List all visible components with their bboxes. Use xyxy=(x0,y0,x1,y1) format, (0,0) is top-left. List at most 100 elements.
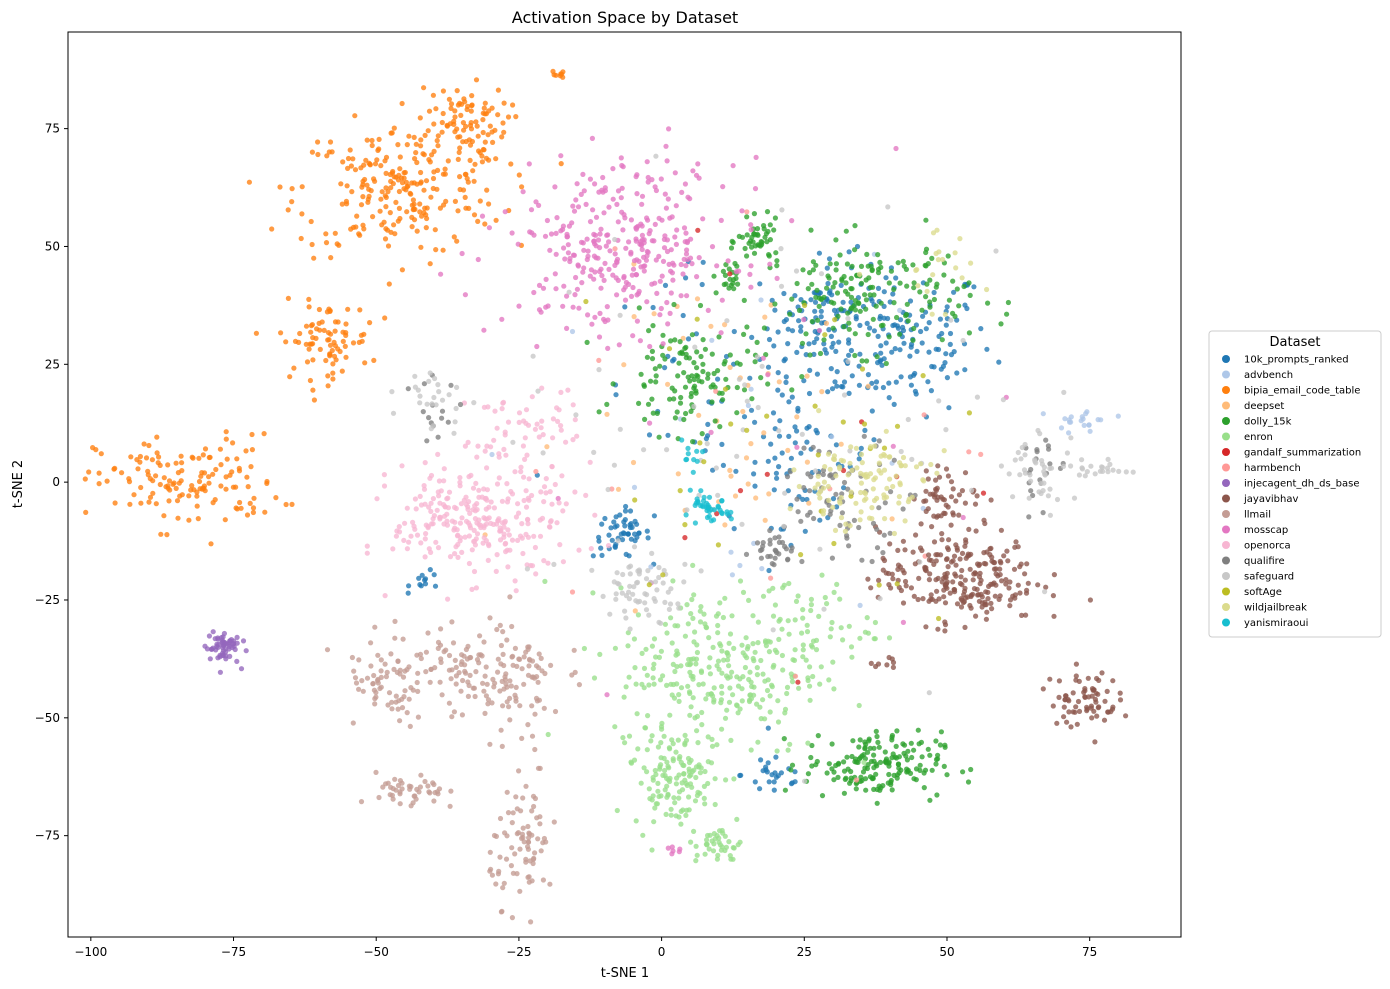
data-point xyxy=(646,432,653,438)
data-point xyxy=(498,642,504,649)
data-point xyxy=(397,791,403,797)
data-point xyxy=(178,478,184,484)
data-point xyxy=(935,626,941,632)
data-point xyxy=(651,513,658,519)
data-point xyxy=(727,467,733,473)
data-point xyxy=(926,349,932,355)
data-point xyxy=(837,596,843,602)
data-point xyxy=(709,736,715,743)
data-point xyxy=(306,304,312,310)
data-point xyxy=(853,786,859,792)
data-point xyxy=(387,210,393,216)
data-point xyxy=(774,263,780,269)
data-point xyxy=(962,367,968,373)
data-point xyxy=(717,828,723,834)
data-point xyxy=(901,742,908,748)
data-point xyxy=(463,670,469,676)
data-point xyxy=(497,815,504,822)
data-point xyxy=(398,175,405,181)
data-point xyxy=(923,488,929,494)
data-point xyxy=(628,217,635,223)
data-point xyxy=(814,758,820,765)
data-point xyxy=(927,571,933,577)
data-point xyxy=(772,215,779,221)
data-point xyxy=(734,263,740,269)
data-point xyxy=(848,644,855,650)
data-point xyxy=(833,267,839,273)
data-point xyxy=(348,163,354,169)
data-point xyxy=(829,555,836,561)
data-point xyxy=(303,323,310,329)
data-point xyxy=(521,418,527,424)
data-point xyxy=(334,241,340,247)
data-point xyxy=(560,508,566,514)
data-point xyxy=(1090,687,1096,693)
data-point xyxy=(1045,493,1051,499)
data-point xyxy=(815,733,821,739)
data-point xyxy=(383,185,389,191)
data-point xyxy=(621,694,627,700)
data-point xyxy=(463,138,469,145)
data-point xyxy=(966,449,972,455)
data-point xyxy=(682,345,688,351)
data-point xyxy=(448,105,454,111)
data-point xyxy=(672,337,678,343)
data-point xyxy=(848,493,854,499)
data-point xyxy=(600,593,606,600)
data-point xyxy=(804,373,810,379)
data-point xyxy=(500,651,506,658)
data-point xyxy=(614,292,620,298)
data-point xyxy=(278,330,284,336)
data-point xyxy=(406,783,412,789)
data-point xyxy=(619,537,626,543)
data-point xyxy=(693,858,699,864)
data-point xyxy=(704,507,710,514)
data-point xyxy=(495,518,501,524)
data-point xyxy=(864,251,870,257)
data-point xyxy=(838,625,844,631)
data-point xyxy=(876,783,882,789)
data-point xyxy=(727,853,733,859)
data-point xyxy=(841,479,848,486)
data-point xyxy=(814,371,821,377)
data-point xyxy=(789,387,795,393)
data-point xyxy=(779,626,785,632)
data-point xyxy=(395,658,401,665)
data-point xyxy=(893,473,899,479)
data-point xyxy=(707,655,713,661)
data-point xyxy=(821,337,827,343)
data-point xyxy=(911,747,917,753)
data-point xyxy=(458,688,464,694)
data-point xyxy=(419,572,425,578)
data-point xyxy=(795,408,801,414)
data-point xyxy=(882,500,888,506)
data-point xyxy=(925,506,931,512)
data-point xyxy=(344,183,350,189)
data-point xyxy=(715,368,721,374)
data-point xyxy=(668,615,674,621)
data-point xyxy=(361,331,367,337)
data-point xyxy=(513,698,519,704)
data-point xyxy=(345,155,352,162)
data-point xyxy=(432,227,438,233)
data-point xyxy=(727,364,733,370)
data-point xyxy=(604,692,610,698)
data-point xyxy=(684,293,690,299)
data-point xyxy=(796,318,802,324)
data-point xyxy=(580,171,586,177)
data-point xyxy=(695,789,701,795)
data-point xyxy=(299,184,305,190)
data-point xyxy=(407,190,413,196)
data-point xyxy=(789,762,796,768)
data-point xyxy=(364,543,370,549)
data-point xyxy=(833,261,840,267)
data-point xyxy=(766,649,773,655)
data-point xyxy=(313,335,319,341)
data-point xyxy=(834,290,841,296)
data-point xyxy=(919,754,925,760)
data-point xyxy=(744,646,751,652)
data-point xyxy=(464,106,470,113)
data-point xyxy=(960,514,966,521)
data-point xyxy=(377,208,383,214)
data-point xyxy=(354,213,360,219)
